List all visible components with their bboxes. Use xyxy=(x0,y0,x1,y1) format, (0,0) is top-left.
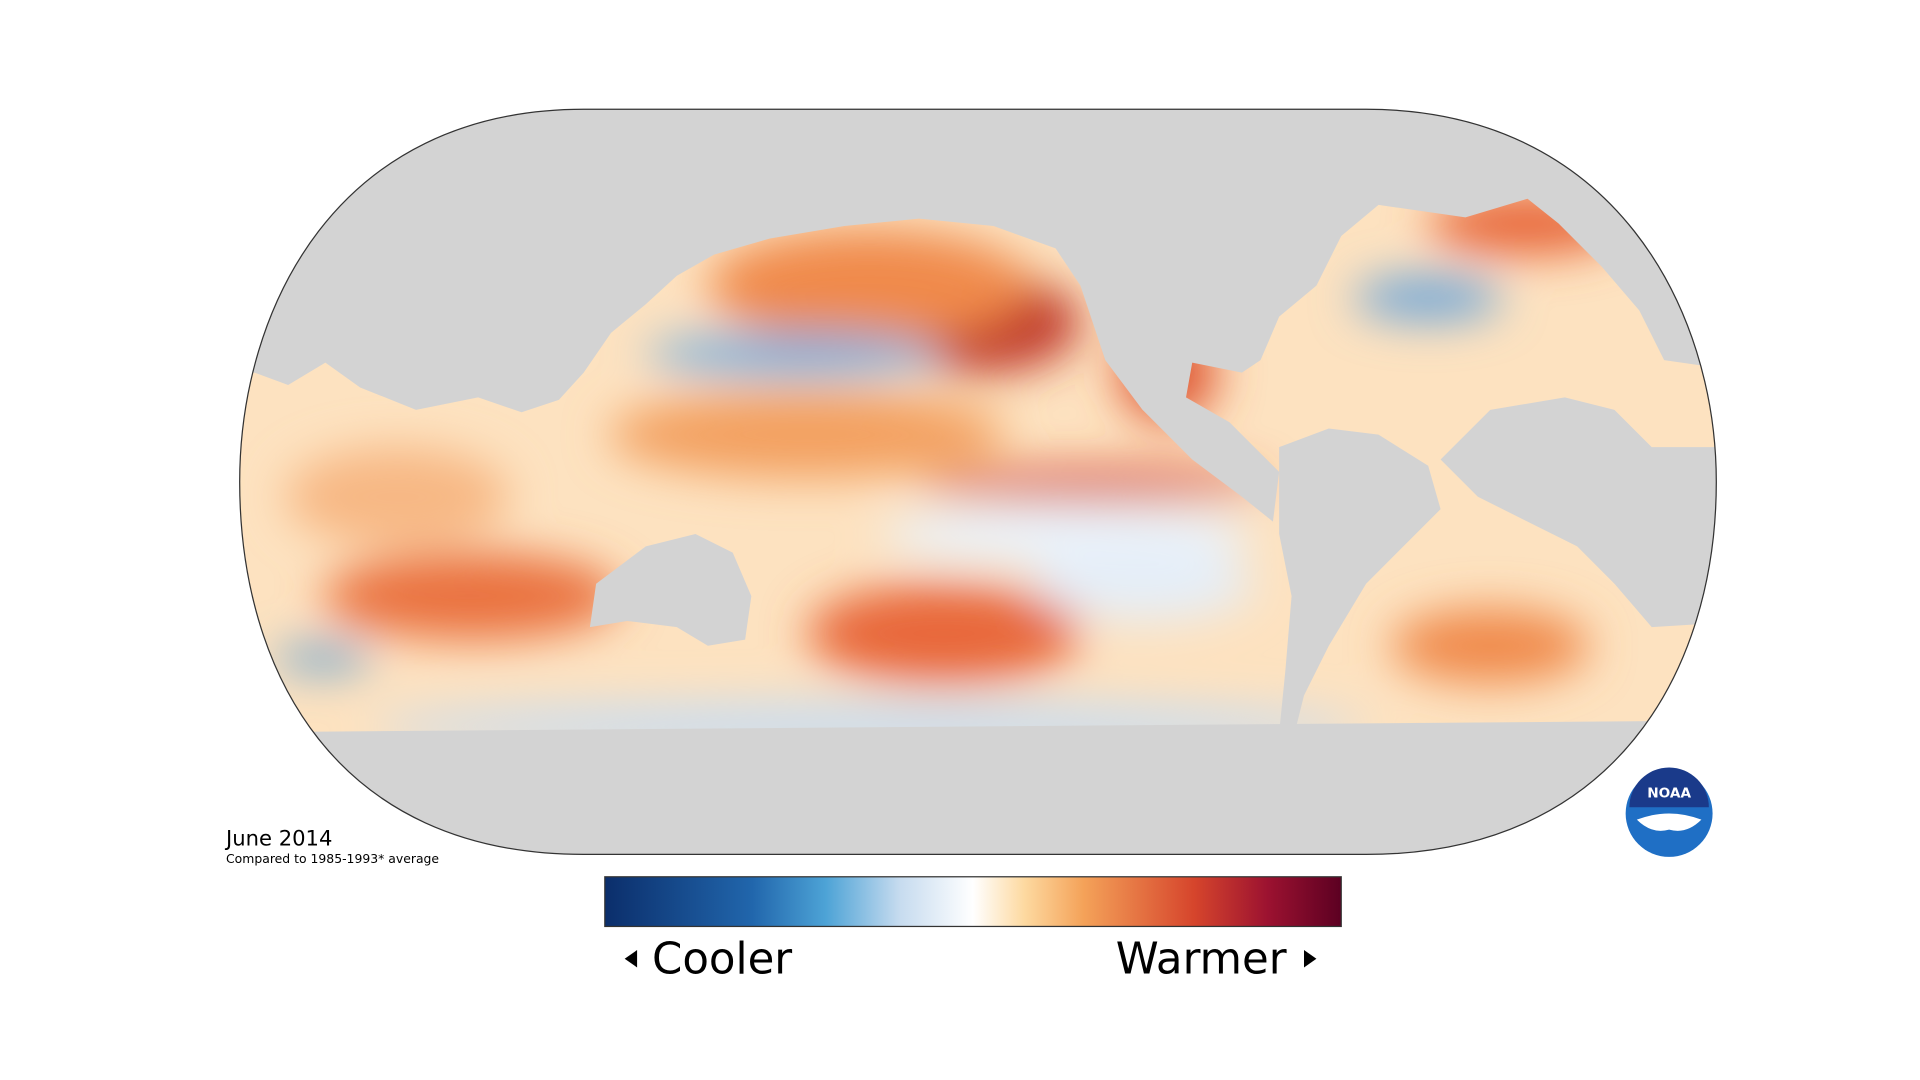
color-scale xyxy=(604,876,1342,928)
map-date: June 2014 xyxy=(224,826,332,851)
legend-high: Warmer xyxy=(1116,935,1287,985)
cool-arrow xyxy=(624,950,638,968)
content: June 2014 Compared to 1985-1993* average… xyxy=(224,108,1717,985)
noaa-logo: NOAA xyxy=(1625,767,1713,857)
warm-arrow xyxy=(1303,950,1317,968)
logo-text: NOAA xyxy=(1647,785,1691,801)
map-note: Compared to 1985-1993* average xyxy=(226,851,439,866)
map-outline xyxy=(239,108,1717,856)
legend-low: Cooler xyxy=(652,935,792,985)
map xyxy=(239,109,1717,855)
land xyxy=(239,109,1717,855)
